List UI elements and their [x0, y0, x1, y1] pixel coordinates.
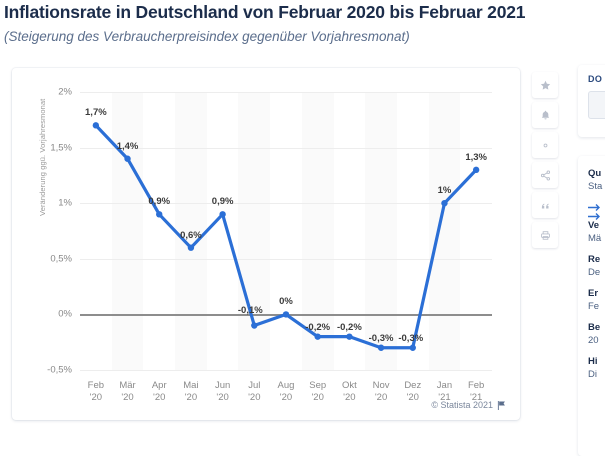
y-axis-tick-label: 0% — [58, 308, 72, 320]
detail-value: Mä — [588, 233, 602, 244]
data-label: -0,2% — [305, 321, 331, 333]
source-value: Sta — [588, 181, 603, 192]
detail-row: Be 20 — [588, 322, 605, 347]
download-heading: DO — [588, 74, 603, 84]
chart-action-rail — [532, 72, 558, 248]
gear-icon[interactable] — [532, 132, 558, 158]
x-axis-tick-label: Nov '20 — [372, 380, 390, 403]
data-label: 0% — [279, 296, 293, 308]
detail-row: Hi Di — [588, 356, 605, 381]
detail-label: Er — [588, 288, 599, 299]
x-axis-tick-label: Jan '21 — [436, 380, 453, 403]
background-band — [428, 92, 461, 370]
statista-chart-page: Inflationsrate in Deutschland von Februa… — [4, 2, 605, 456]
detail-row: Ve Mä — [588, 220, 605, 245]
detail-value: Di — [588, 369, 597, 380]
y-axis-title: Veränderung ggü. Vorjahresmonat — [38, 98, 47, 216]
detail-row: Er Fe — [588, 288, 605, 313]
chart-card: Veränderung ggü. Vorjahresmonat 2% 1,5% 1%… — [12, 68, 520, 420]
x-axis-tick-label: Mär '20 — [119, 380, 136, 403]
source-link-one[interactable] — [588, 202, 605, 211]
data-label: 0,9% — [211, 196, 234, 208]
source-row: Qu Sta — [588, 168, 605, 193]
gridline — [80, 370, 492, 371]
x-axis-tick-label: Dez '20 — [404, 380, 422, 403]
x-axis-tick-label: Feb '21 — [467, 380, 485, 403]
arrow-right-icon — [588, 211, 602, 220]
data-label: 1,3% — [465, 151, 487, 163]
data-label: 1% — [437, 185, 452, 197]
detail-label: Ve — [588, 220, 600, 231]
details-rows: Ve Mä Re De Er Fe Be 20 Hi Di — [588, 220, 605, 381]
data-label: 1,7% — [85, 107, 107, 119]
y-axis-tick-label: 2% — [58, 86, 72, 98]
x-axis-tick-label: Feb '20 — [87, 380, 105, 403]
y-axis-tick-label: 0,5% — [50, 253, 72, 265]
right-panel: DO Qu Sta Ve Mä Re De Er Fe Be 20 Hi Di — [572, 60, 605, 456]
background-band — [301, 92, 334, 370]
x-axis-tick-label: Okt '20 — [341, 380, 357, 403]
share-icon[interactable] — [532, 162, 558, 188]
y-axis-tick-label: 1,5% — [50, 142, 72, 154]
background-band — [365, 92, 397, 370]
data-label: -0,2% — [336, 321, 362, 333]
y-axis-tick-label: 1% — [58, 197, 72, 209]
gridline — [80, 92, 492, 93]
line-series — [92, 122, 480, 351]
credit: © Statista 2021 — [431, 400, 506, 410]
data-label: -0,3% — [398, 332, 424, 344]
x-axis-tick-label: Jul '20 — [248, 380, 261, 403]
download-card: DO — [578, 65, 605, 137]
x-axis-tick-label: Aug '20 — [277, 380, 295, 403]
detail-label: Re — [588, 254, 601, 265]
data-label: 0,6% — [180, 229, 202, 241]
background-band — [111, 92, 144, 370]
detail-label: Be — [588, 322, 601, 333]
gridline — [80, 203, 492, 205]
source-label: Qu — [588, 168, 602, 179]
detail-label: Hi — [588, 356, 598, 367]
detail-row: Re De — [588, 254, 605, 279]
x-axis-tick-label: Apr '20 — [151, 380, 167, 403]
flag-icon — [497, 400, 506, 410]
download-format-select[interactable] — [588, 91, 605, 119]
x-axis-tick-label: Mai '20 — [183, 380, 199, 403]
data-label: 0,9% — [148, 196, 171, 208]
detail-value: De — [588, 267, 601, 278]
background-band — [175, 92, 207, 370]
bell-icon[interactable] — [532, 102, 558, 128]
data-label: -0,1% — [237, 305, 263, 317]
gridline — [80, 258, 492, 260]
detail-value: 20 — [588, 335, 599, 346]
data-label: 1,4% — [116, 140, 139, 152]
gridline — [80, 147, 492, 149]
y-axis-tick-label: -0,5% — [47, 364, 72, 376]
data-label: -0,3% — [368, 332, 394, 344]
print-icon[interactable] — [532, 222, 558, 248]
detail-value: Fe — [588, 301, 600, 312]
page-title: Inflationsrate in Deutschland von Februa… — [4, 2, 526, 22]
source-link-two[interactable] — [588, 211, 605, 220]
quote-icon[interactable] — [532, 192, 558, 218]
page-subtitle: (Steigerung des Verbraucherpreisindex ge… — [4, 29, 410, 44]
x-axis-tick-label: Sep '20 — [309, 380, 327, 403]
star-icon[interactable] — [532, 72, 558, 98]
arrow-right-icon — [588, 202, 602, 211]
x-axis-tick-label: Jun '20 — [214, 380, 231, 403]
chart-plot-area: 2% 1,5% 1% 0,5% 0% -0,5% Feb '20 Mär '20 Apr '20 Ma… — [47, 87, 492, 403]
details-card: Qu Sta Ve Mä Re De Er Fe Be 20 Hi Di — [578, 156, 605, 456]
credit-text: © Statista 2021 — [431, 400, 493, 410]
